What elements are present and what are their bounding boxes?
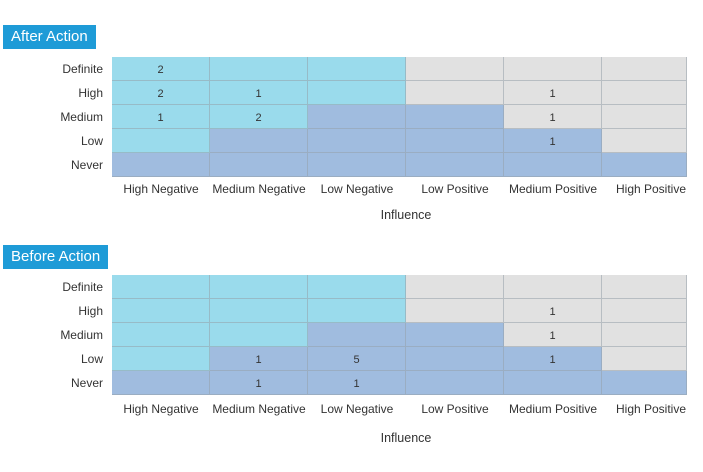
chart-title: Before Action xyxy=(3,245,109,269)
matrix-cell xyxy=(602,299,687,323)
matrix-cell xyxy=(112,347,210,371)
row-label: High xyxy=(78,304,103,318)
matrix-cell xyxy=(602,371,687,395)
cell-count: 1 xyxy=(504,129,602,153)
matrix-cell xyxy=(406,153,504,177)
row-label: High xyxy=(78,86,103,100)
matrix-cell xyxy=(112,275,210,299)
matrix-cell xyxy=(602,57,687,81)
column-label: Medium Positive xyxy=(508,402,598,416)
cell-count: 2 xyxy=(112,81,210,105)
column-label: Low Negative xyxy=(320,182,394,196)
x-axis-title: Influence xyxy=(380,431,432,445)
row-label: Medium xyxy=(60,110,103,124)
row-label: Low xyxy=(80,134,103,148)
cell-count: 1 xyxy=(504,299,602,323)
matrix-cell xyxy=(210,275,308,299)
matrix-cell xyxy=(112,299,210,323)
matrix-cell xyxy=(602,323,687,347)
matrix-cell xyxy=(406,275,504,299)
matrix-cell xyxy=(406,299,504,323)
cell-count: 1 xyxy=(210,371,308,395)
matrix-cell xyxy=(406,347,504,371)
matrix-cell xyxy=(602,347,687,371)
column-label: Low Positive xyxy=(421,182,489,196)
matrix-cell xyxy=(308,105,406,129)
matrix-cell xyxy=(308,323,406,347)
cell-count: 1 xyxy=(504,347,602,371)
matrix-cell xyxy=(210,153,308,177)
column-label: High Negative xyxy=(123,402,199,416)
cell-count: 1 xyxy=(112,105,210,129)
matrix-cell xyxy=(602,105,687,129)
matrix-cell xyxy=(504,275,602,299)
matrix-cell xyxy=(406,129,504,153)
row-label: Never xyxy=(70,376,103,390)
row-label: Definite xyxy=(62,280,103,294)
matrix-cell xyxy=(602,81,687,105)
column-label: Medium Negative xyxy=(212,402,306,416)
matrix-cell xyxy=(406,81,504,105)
matrix-cell xyxy=(308,129,406,153)
matrix-cell xyxy=(210,129,308,153)
matrix-cell xyxy=(112,323,210,347)
matrix-cell xyxy=(504,371,602,395)
cell-count: 1 xyxy=(308,371,406,395)
x-axis-title: Influence xyxy=(380,208,432,222)
matrix-cell xyxy=(308,153,406,177)
matrix-cell xyxy=(308,299,406,323)
matrix-cell xyxy=(308,275,406,299)
matrix-cell xyxy=(308,57,406,81)
cell-count: 2 xyxy=(112,57,210,81)
matrix-cell xyxy=(602,153,687,177)
cell-count: 1 xyxy=(210,81,308,105)
matrix-cell xyxy=(406,105,504,129)
cell-count: 1 xyxy=(504,81,602,105)
matrix-cell xyxy=(112,129,210,153)
matrix-cell xyxy=(308,81,406,105)
cell-count: 2 xyxy=(210,105,308,129)
column-label: Low Positive xyxy=(421,402,489,416)
chart-title: After Action xyxy=(3,25,96,49)
matrix-cell xyxy=(504,57,602,81)
cell-count: 1 xyxy=(210,347,308,371)
row-label: Medium xyxy=(60,328,103,342)
matrix-cell xyxy=(210,57,308,81)
column-label: High Positive xyxy=(615,182,687,196)
matrix-cell xyxy=(602,129,687,153)
cell-count: 1 xyxy=(504,105,602,129)
column-label: High Negative xyxy=(123,182,199,196)
matrix-cell xyxy=(406,323,504,347)
column-label: Medium Negative xyxy=(212,182,306,196)
matrix-cell xyxy=(112,153,210,177)
row-label: Never xyxy=(70,158,103,172)
cell-count: 1 xyxy=(504,323,602,347)
matrix-cell xyxy=(210,323,308,347)
matrix-cell xyxy=(210,299,308,323)
matrix-cell xyxy=(406,57,504,81)
matrix-cell xyxy=(406,371,504,395)
matrix-cell xyxy=(602,275,687,299)
column-label: Low Negative xyxy=(320,402,394,416)
column-label: Medium Positive xyxy=(508,182,598,196)
matrix-cell xyxy=(112,371,210,395)
cell-count: 5 xyxy=(308,347,406,371)
column-label: High Positive xyxy=(615,402,687,416)
row-label: Definite xyxy=(62,62,103,76)
matrix-cell xyxy=(504,153,602,177)
row-label: Low xyxy=(80,352,103,366)
